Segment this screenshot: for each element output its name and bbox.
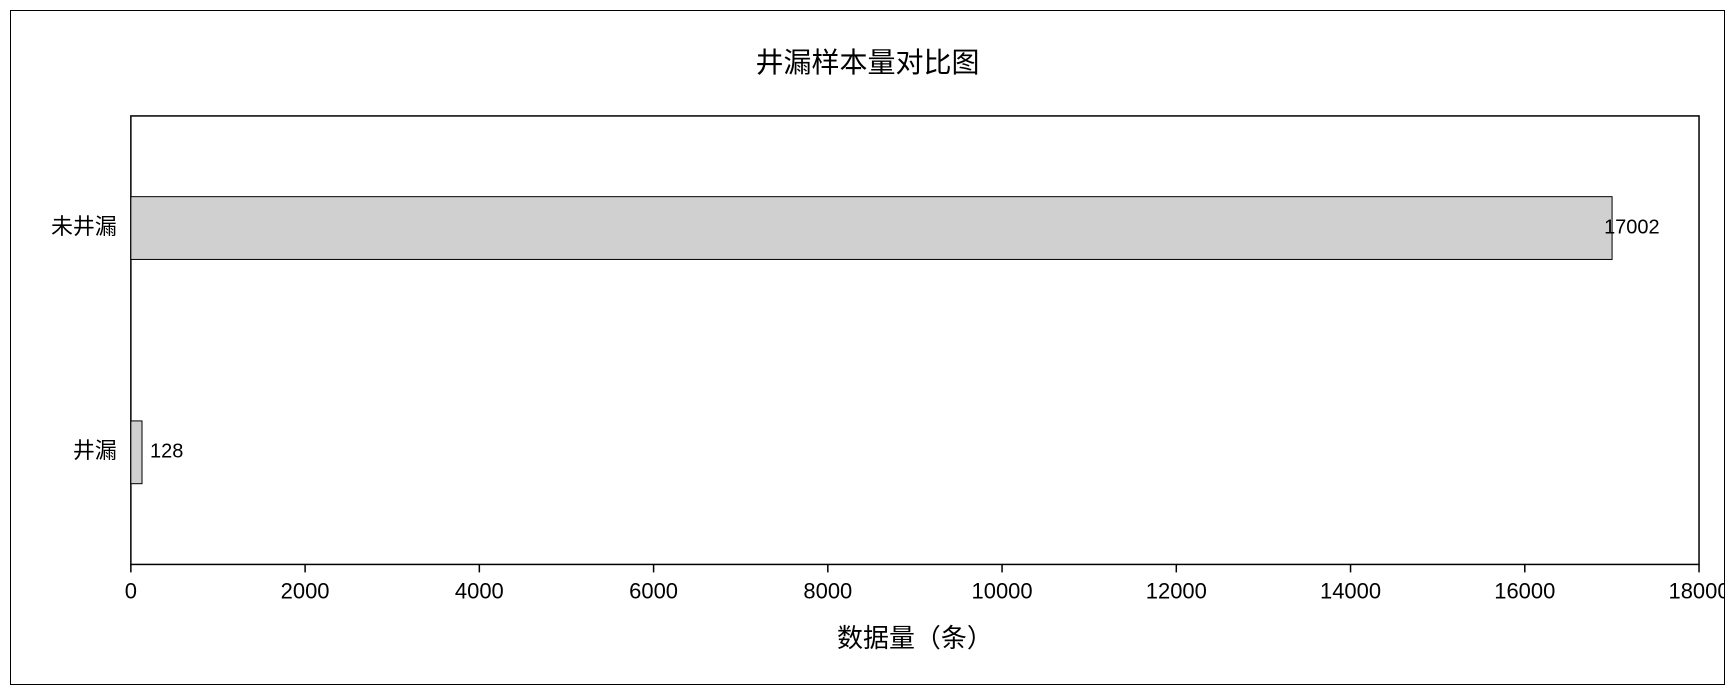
- x-tick-label-7: 14000: [1320, 578, 1381, 603]
- x-tick-label-2: 4000: [455, 578, 504, 603]
- x-tick-label-4: 8000: [803, 578, 852, 603]
- y-tick-label-1: 井漏: [73, 438, 117, 463]
- x-tick-label-9: 18000: [1668, 578, 1724, 603]
- bar-1: [131, 421, 142, 484]
- x-tick-label-6: 12000: [1146, 578, 1207, 603]
- bar-0: [131, 197, 1612, 260]
- x-tick-label-8: 16000: [1494, 578, 1555, 603]
- bar-value-label-0: 17002: [1604, 216, 1660, 238]
- x-axis-title: 数据量（条）: [837, 624, 993, 653]
- x-tick-label-3: 6000: [629, 578, 678, 603]
- plot-area-border: [131, 116, 1699, 565]
- chart-svg: 17002 未井漏 128 井漏 0 2000 4000 6000 8000 10000 12000…: [11, 96, 1724, 694]
- y-tick-label-0: 未井漏: [51, 214, 117, 239]
- x-tick-label-0: 0: [125, 578, 137, 603]
- chart-container: 17002 未井漏 128 井漏 0 2000 4000 6000 8000 10000 12000…: [11, 96, 1724, 694]
- x-tick-label-5: 10000: [972, 578, 1033, 603]
- bar-value-label-1: 128: [150, 441, 183, 463]
- x-tick-label-1: 2000: [281, 578, 330, 603]
- chart-outer-frame: 井漏样本量对比图 17002 未井漏 128 井漏 0 2000 4000 6000 8000 1…: [10, 10, 1725, 685]
- chart-title: 井漏样本量对比图: [11, 11, 1724, 96]
